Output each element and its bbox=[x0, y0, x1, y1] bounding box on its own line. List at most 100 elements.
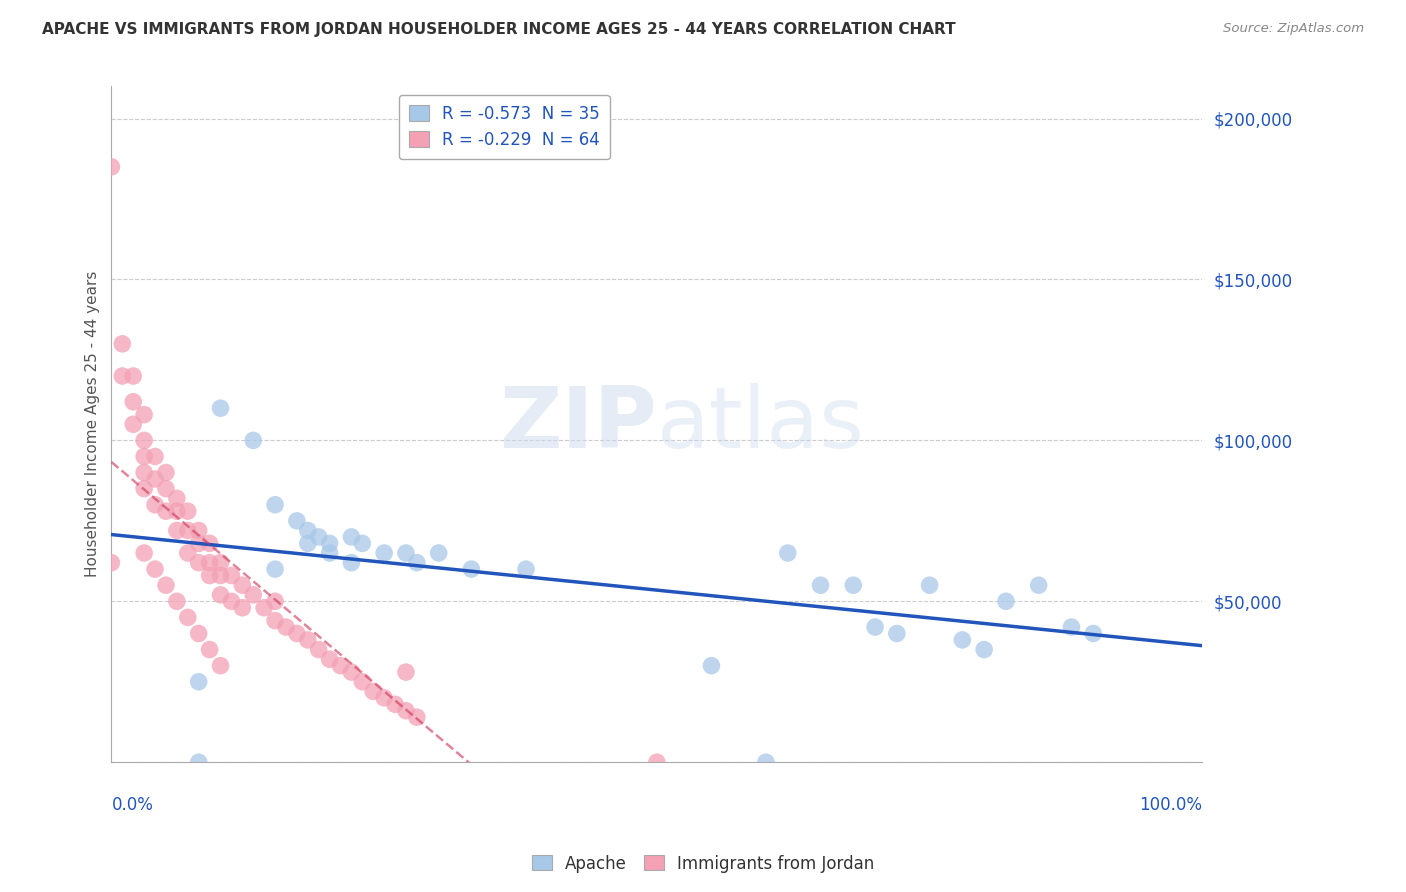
Point bbox=[645, 756, 668, 770]
Point bbox=[187, 536, 209, 550]
Point bbox=[143, 498, 166, 512]
Point bbox=[264, 594, 287, 608]
Point bbox=[297, 524, 319, 538]
Point bbox=[950, 632, 973, 647]
Point bbox=[285, 626, 308, 640]
Point bbox=[352, 674, 374, 689]
Point bbox=[134, 450, 156, 464]
Point bbox=[134, 434, 156, 448]
Point bbox=[340, 530, 363, 544]
Text: APACHE VS IMMIGRANTS FROM JORDAN HOUSEHOLDER INCOME AGES 25 - 44 YEARS CORRELATI: APACHE VS IMMIGRANTS FROM JORDAN HOUSEHO… bbox=[42, 22, 956, 37]
Point bbox=[395, 665, 418, 679]
Point bbox=[209, 401, 232, 416]
Point bbox=[340, 556, 363, 570]
Point bbox=[134, 482, 156, 496]
Point bbox=[198, 556, 221, 570]
Point bbox=[274, 620, 297, 634]
Point bbox=[863, 620, 886, 634]
Point bbox=[405, 556, 427, 570]
Point bbox=[264, 498, 287, 512]
Point bbox=[221, 594, 243, 608]
Point bbox=[352, 536, 374, 550]
Point bbox=[177, 504, 200, 518]
Legend: R = -0.573  N = 35, R = -0.229  N = 64: R = -0.573 N = 35, R = -0.229 N = 64 bbox=[399, 95, 610, 159]
Point bbox=[198, 536, 221, 550]
Text: atlas: atlas bbox=[657, 383, 865, 466]
Point bbox=[994, 594, 1017, 608]
Point bbox=[308, 530, 330, 544]
Point bbox=[1028, 578, 1050, 592]
Point bbox=[122, 394, 145, 409]
Point bbox=[143, 450, 166, 464]
Point bbox=[318, 652, 340, 666]
Point bbox=[209, 588, 232, 602]
Point bbox=[134, 466, 156, 480]
Point bbox=[143, 562, 166, 576]
Y-axis label: Householder Income Ages 25 - 44 years: Householder Income Ages 25 - 44 years bbox=[86, 271, 100, 577]
Point bbox=[373, 546, 395, 560]
Point bbox=[373, 690, 395, 705]
Point bbox=[122, 369, 145, 384]
Point bbox=[111, 336, 134, 351]
Point bbox=[155, 466, 177, 480]
Point bbox=[166, 594, 188, 608]
Point bbox=[187, 524, 209, 538]
Point bbox=[297, 536, 319, 550]
Point bbox=[755, 756, 778, 770]
Point bbox=[242, 588, 264, 602]
Point bbox=[198, 642, 221, 657]
Point bbox=[700, 658, 723, 673]
Point bbox=[231, 578, 253, 592]
Point bbox=[209, 568, 232, 582]
Text: ZIP: ZIP bbox=[499, 383, 657, 466]
Point bbox=[187, 756, 209, 770]
Point bbox=[340, 665, 363, 679]
Point bbox=[842, 578, 865, 592]
Point bbox=[384, 698, 406, 712]
Point bbox=[155, 504, 177, 518]
Legend: Apache, Immigrants from Jordan: Apache, Immigrants from Jordan bbox=[524, 848, 882, 880]
Point bbox=[886, 626, 908, 640]
Point bbox=[297, 632, 319, 647]
Point bbox=[177, 610, 200, 624]
Point bbox=[285, 514, 308, 528]
Point bbox=[231, 600, 253, 615]
Point bbox=[1083, 626, 1105, 640]
Point bbox=[100, 160, 122, 174]
Point bbox=[515, 562, 537, 576]
Point bbox=[395, 546, 418, 560]
Point bbox=[460, 562, 482, 576]
Point bbox=[134, 546, 156, 560]
Text: Source: ZipAtlas.com: Source: ZipAtlas.com bbox=[1223, 22, 1364, 36]
Point bbox=[308, 642, 330, 657]
Point bbox=[264, 614, 287, 628]
Text: 100.0%: 100.0% bbox=[1139, 796, 1202, 814]
Point bbox=[1060, 620, 1083, 634]
Point bbox=[198, 568, 221, 582]
Point bbox=[166, 504, 188, 518]
Point bbox=[776, 546, 799, 560]
Point bbox=[221, 568, 243, 582]
Point bbox=[427, 546, 450, 560]
Point bbox=[318, 536, 340, 550]
Point bbox=[318, 546, 340, 560]
Point bbox=[973, 642, 995, 657]
Point bbox=[122, 417, 145, 432]
Text: 0.0%: 0.0% bbox=[111, 796, 153, 814]
Point bbox=[100, 556, 122, 570]
Point bbox=[166, 524, 188, 538]
Point bbox=[177, 524, 200, 538]
Point bbox=[264, 562, 287, 576]
Point bbox=[187, 556, 209, 570]
Point bbox=[361, 684, 384, 698]
Point bbox=[187, 674, 209, 689]
Point bbox=[134, 408, 156, 422]
Point bbox=[111, 369, 134, 384]
Point bbox=[209, 658, 232, 673]
Point bbox=[177, 546, 200, 560]
Point bbox=[187, 626, 209, 640]
Point bbox=[242, 434, 264, 448]
Point bbox=[405, 710, 427, 724]
Point bbox=[155, 578, 177, 592]
Point bbox=[209, 556, 232, 570]
